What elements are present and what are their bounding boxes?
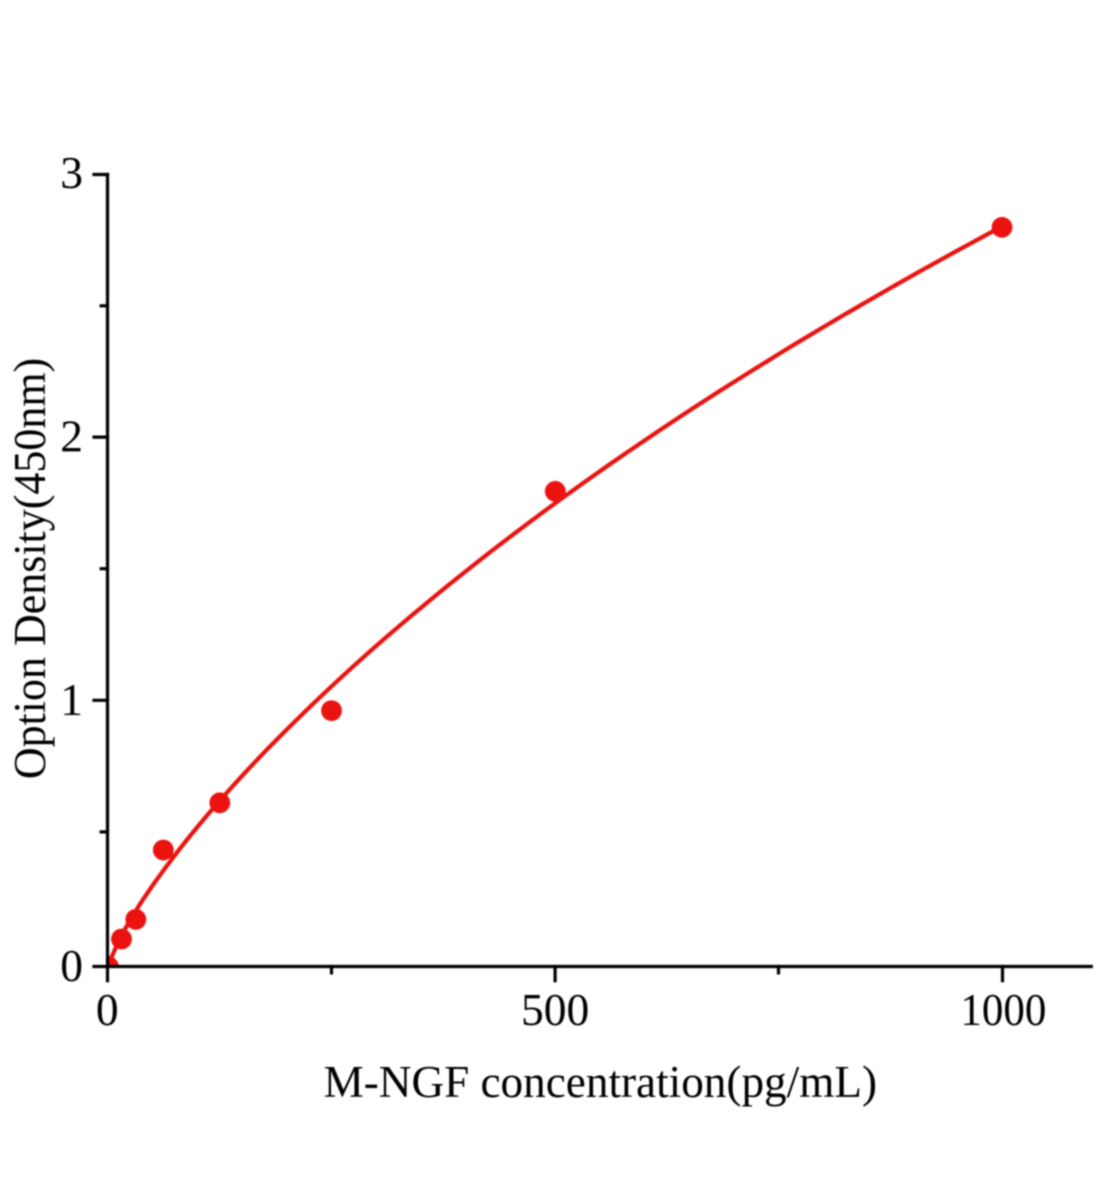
svg-text:2: 2 bbox=[60, 411, 83, 462]
svg-text:3: 3 bbox=[60, 147, 83, 198]
svg-text:0: 0 bbox=[60, 940, 83, 991]
svg-text:0: 0 bbox=[96, 984, 119, 1035]
svg-text:1: 1 bbox=[60, 674, 83, 725]
svg-text:1000: 1000 bbox=[960, 985, 1046, 1035]
svg-text:500: 500 bbox=[521, 984, 589, 1035]
svg-text:M-NGF concentration(pg/mL): M-NGF concentration(pg/mL) bbox=[324, 1057, 877, 1107]
svg-text:Option Density(450nm): Option Density(450nm) bbox=[4, 358, 55, 779]
